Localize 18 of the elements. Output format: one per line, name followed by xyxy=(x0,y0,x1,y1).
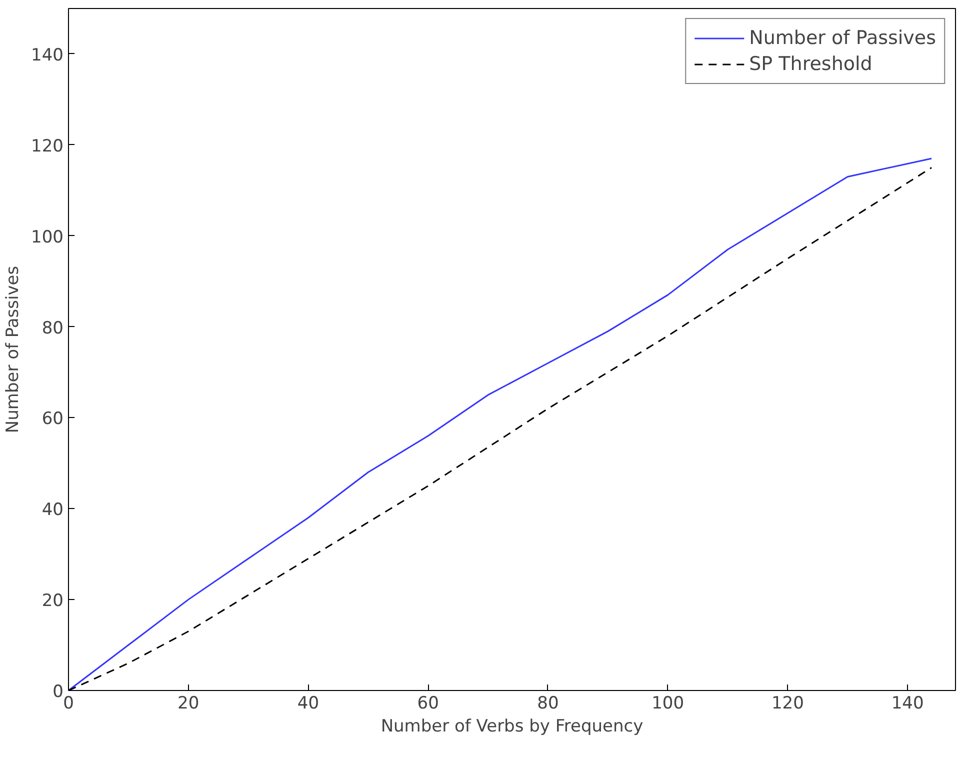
x-tick-label: 40 xyxy=(297,694,320,714)
y-tick-label: 80 xyxy=(42,318,64,338)
y-axis-title: Number of Passives xyxy=(3,266,24,434)
x-axis-title: Number of Verbs by Frequency xyxy=(380,716,644,736)
y-tick-label: 40 xyxy=(42,500,64,520)
y-tick-label: 140 xyxy=(31,45,64,66)
x-tick-label: 120 xyxy=(771,694,804,714)
y-tick-label: 100 xyxy=(31,227,64,248)
y-tick-label: 60 xyxy=(42,409,64,430)
x-tick-label: 140 xyxy=(891,694,924,714)
legend-label: SP Threshold xyxy=(749,53,872,75)
y-tick-label: 20 xyxy=(42,591,64,612)
y-tick-label: 120 xyxy=(31,136,64,156)
x-tick-label: 60 xyxy=(417,694,439,714)
x-tick-label: 80 xyxy=(537,694,559,714)
x-tick-label: 100 xyxy=(652,694,684,714)
x-tick-label: 20 xyxy=(178,694,200,714)
legend-label: Number of Passives xyxy=(749,27,936,49)
